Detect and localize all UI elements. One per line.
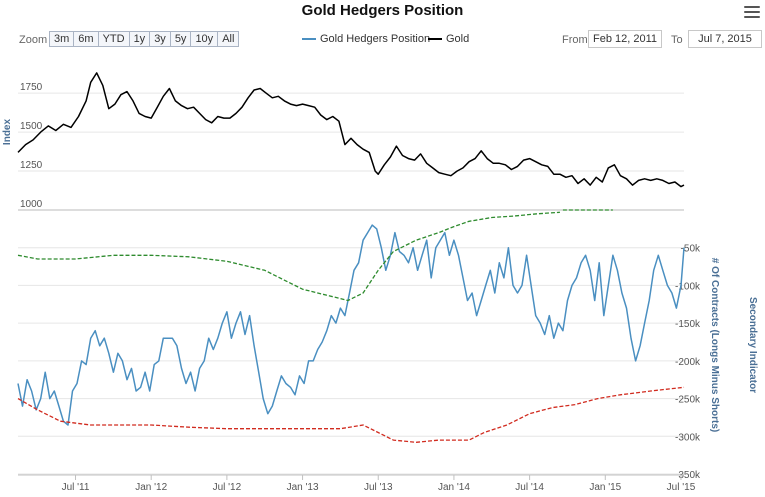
legend-item-gold[interactable]: Gold [428, 33, 469, 45]
zoom-label: Zoom [19, 34, 48, 46]
y-axis-title-bottom: # Of Contracts (Longs Minus Shorts) [709, 258, 720, 432]
range-to-label: To [671, 34, 683, 46]
x-tick-label: Jan '12 [135, 482, 167, 493]
range-from-label: From [562, 34, 588, 46]
chart-title: Gold Hedgers Position [301, 2, 464, 19]
series-line-gold [17, 72, 685, 188]
legend-label-gold: Gold [446, 33, 470, 45]
y-tick-label-top: 1000 [20, 199, 43, 210]
y-tick-label-top: 1500 [20, 121, 43, 132]
y-tick-label-top: 1750 [20, 82, 43, 93]
zoom-button-ytd[interactable]: YTD [97, 31, 130, 47]
x-tick-label: Jan '14 [438, 482, 470, 493]
secondary-axis-title: Secondary Indicator [747, 297, 758, 393]
range-from-input[interactable]: Feb 12, 2011 [588, 30, 662, 48]
legend-swatch-hedgers [302, 38, 316, 40]
y-tick-label-bottom: -300k [675, 432, 701, 443]
x-tick-label: Jul '15 [667, 482, 696, 493]
series-line-green-dashed [17, 211, 560, 302]
y-tick-label-bottom: -50k [681, 244, 701, 255]
menu-icon[interactable] [744, 6, 760, 18]
y-tick-label-bottom: -200k [675, 357, 701, 368]
y-tick-label-bottom: -150k [675, 319, 701, 330]
y-tick-label-bottom: -350k [675, 470, 701, 481]
x-tick-label: Jan '15 [589, 482, 621, 493]
series-line-red-dashed [17, 386, 685, 443]
y-tick-label-top: 1250 [20, 160, 43, 171]
legend-item-hedgers[interactable]: Gold Hedgers Position [302, 33, 430, 45]
y-axis-title-top: Index [2, 119, 13, 146]
x-tick-label: Jan '13 [287, 482, 319, 493]
zoom-button-group: 3m 6m YTD 1y 3y 5y 10y All [49, 31, 240, 47]
series-line-hedgers [17, 224, 685, 426]
zoom-button-3m[interactable]: 3m [49, 31, 75, 47]
y-tick-label-bottom: -250k [675, 395, 701, 406]
range-to-input[interactable]: Jul 7, 2015 [688, 30, 762, 48]
y-tick-label-bottom: -100k [675, 281, 701, 292]
legend-label-hedgers: Gold Hedgers Position [320, 33, 431, 45]
x-tick-label: Jul '14 [515, 482, 544, 493]
x-tick-label: Jul '12 [213, 482, 242, 493]
legend-swatch-gold [428, 38, 442, 40]
zoom-button-all[interactable]: All [217, 31, 240, 47]
x-tick-label: Jul '13 [364, 482, 393, 493]
x-tick-label: Jul '11 [62, 482, 90, 493]
